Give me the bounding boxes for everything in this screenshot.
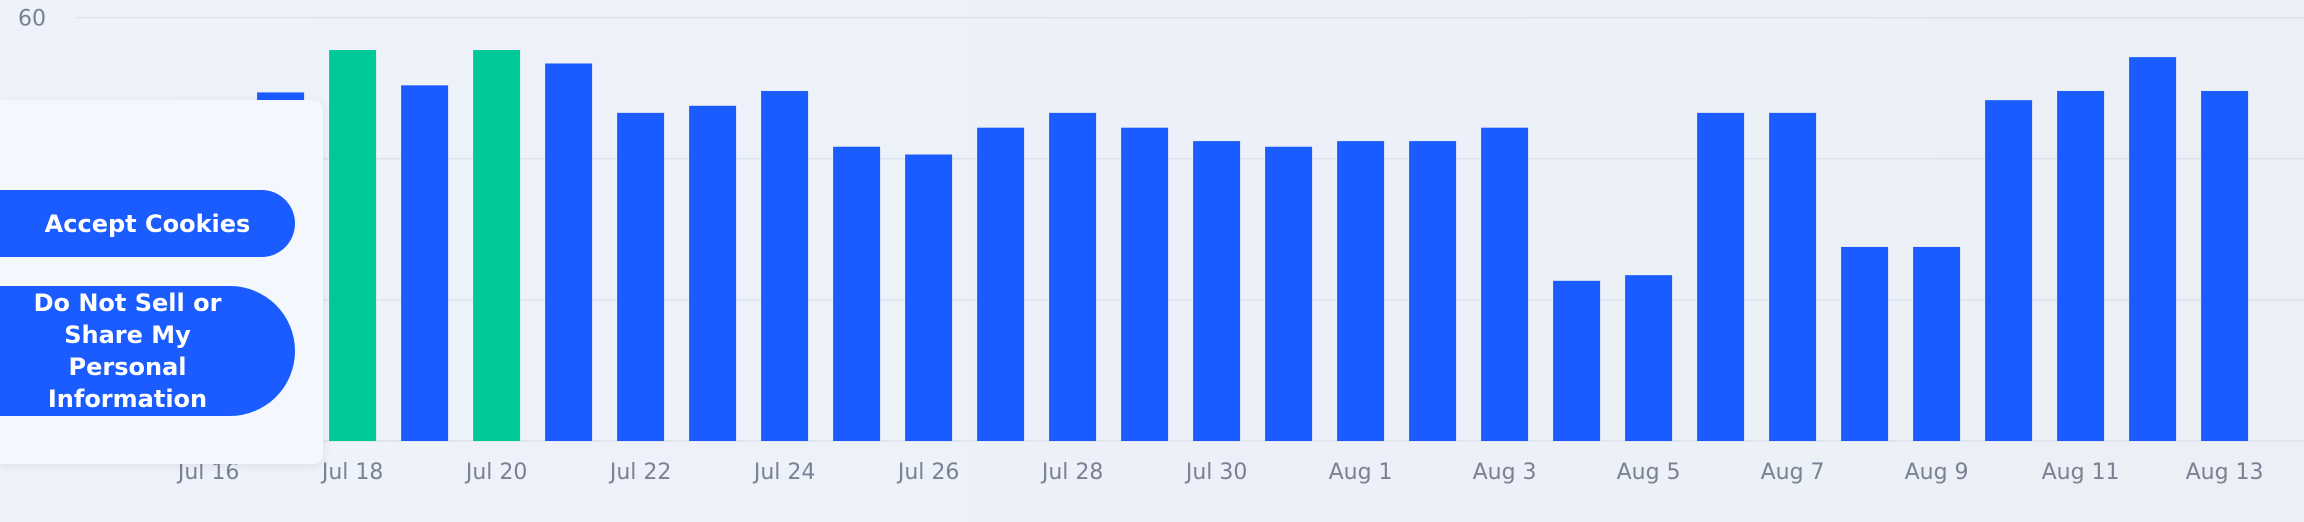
bar xyxy=(1553,280,1601,441)
bar xyxy=(1193,141,1241,441)
bar xyxy=(977,127,1025,442)
bar xyxy=(1913,246,1961,441)
bar xyxy=(761,90,809,442)
cookie-panel: Accept Cookies Do Not Sell or Share My P… xyxy=(0,100,323,464)
bar xyxy=(1697,112,1745,442)
bar xyxy=(617,112,665,442)
bar xyxy=(1985,100,2033,442)
x-tick-label: Aug 11 xyxy=(2042,460,2120,485)
x-tick-label: Jul 24 xyxy=(752,460,816,485)
bar xyxy=(833,146,881,441)
bar xyxy=(1625,275,1673,441)
bar xyxy=(1841,246,1889,441)
bar xyxy=(545,63,593,442)
x-tick-label: Jul 28 xyxy=(1040,460,1104,485)
x-tick-label: Aug 3 xyxy=(1473,460,1537,485)
do-not-sell-button[interactable]: Do Not Sell or Share My Personal Informa… xyxy=(0,286,295,416)
bar xyxy=(2201,90,2249,442)
y-tick-label: 60 xyxy=(18,7,46,32)
bar xyxy=(689,105,737,441)
x-tick-label: Aug 7 xyxy=(1761,460,1825,485)
x-tick-label: Jul 18 xyxy=(320,460,384,485)
bar xyxy=(905,154,953,441)
bar xyxy=(401,85,449,442)
x-tick-label: Aug 13 xyxy=(2186,460,2264,485)
x-tick-label: Jul 30 xyxy=(1184,460,1248,485)
x-tick-label: Aug 5 xyxy=(1617,460,1681,485)
x-tick-label: Jul 22 xyxy=(608,460,672,485)
bar xyxy=(1049,112,1097,442)
x-tick-label: Jul 20 xyxy=(464,460,528,485)
bar xyxy=(329,50,377,441)
bar xyxy=(1337,141,1385,441)
x-tick-label: Jul 26 xyxy=(896,460,960,485)
x-tick-label: Aug 9 xyxy=(1905,460,1969,485)
bar xyxy=(1265,146,1313,441)
do-not-sell-text: Do Not Sell or Share My Personal Informa… xyxy=(33,289,222,413)
accept-button[interactable]: Accept Cookies xyxy=(0,190,295,257)
bar xyxy=(473,50,521,441)
bar xyxy=(2129,57,2177,441)
bar xyxy=(2057,90,2105,442)
bar xyxy=(1409,141,1457,441)
x-tick-label: Jul 16 xyxy=(176,460,240,485)
bar xyxy=(1481,127,1529,442)
bar xyxy=(1769,112,1817,442)
bar xyxy=(1121,127,1169,442)
x-tick-label: Aug 1 xyxy=(1329,460,1393,485)
